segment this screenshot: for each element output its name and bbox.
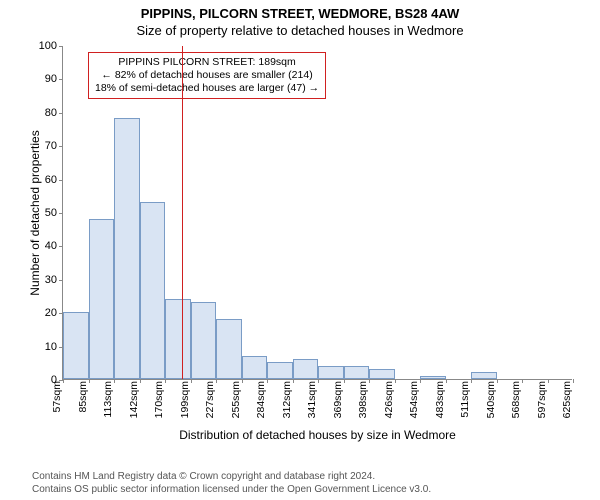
y-tick-label: 70 <box>33 140 57 152</box>
y-tick-label: 80 <box>33 107 57 119</box>
x-tick-label: 199sqm <box>179 381 191 418</box>
x-tick-mark <box>63 379 64 383</box>
x-axis-label: Distribution of detached houses by size … <box>179 428 456 442</box>
x-tick-label: 57sqm <box>51 381 63 413</box>
x-tick-label: 540sqm <box>485 381 497 418</box>
x-tick-label: 398sqm <box>357 381 369 418</box>
x-tick-mark <box>114 379 115 383</box>
y-tick-label: 50 <box>33 207 57 219</box>
x-tick-label: 454sqm <box>408 381 420 418</box>
x-tick-mark <box>573 379 574 383</box>
y-tick-mark <box>59 46 63 47</box>
callout-line-3: 18% of semi-detached houses are larger (… <box>95 82 319 95</box>
x-tick-mark <box>369 379 370 383</box>
reference-callout: PIPPINS PILCORN STREET: 189sqm ← 82% of … <box>88 52 326 99</box>
histogram-bar <box>420 376 446 379</box>
histogram-bar <box>114 118 140 379</box>
histogram-bar <box>191 302 217 379</box>
x-tick-mark <box>522 379 523 383</box>
x-tick-mark <box>165 379 166 383</box>
histogram-bar <box>63 312 89 379</box>
x-tick-label: 284sqm <box>255 381 267 418</box>
footer-line-2: Contains OS public sector information li… <box>32 484 592 497</box>
x-tick-label: 369sqm <box>332 381 344 418</box>
x-tick-label: 113sqm <box>102 381 114 418</box>
page-title-desc: Size of property relative to detached ho… <box>0 21 600 38</box>
y-tick-mark <box>59 146 63 147</box>
x-tick-label: 85sqm <box>77 381 89 413</box>
histogram-bar <box>318 366 344 379</box>
x-tick-label: 483sqm <box>434 381 446 418</box>
histogram-bar <box>140 202 166 379</box>
histogram-bar <box>471 372 497 379</box>
histogram-bar <box>165 299 191 379</box>
histogram-bar <box>216 319 242 379</box>
footer-attribution: Contains HM Land Registry data © Crown c… <box>32 471 592 496</box>
y-tick-mark <box>59 213 63 214</box>
y-tick-label: 100 <box>33 40 57 52</box>
x-tick-mark <box>420 379 421 383</box>
histogram-bar <box>242 356 268 379</box>
y-tick-label: 30 <box>33 274 57 286</box>
histogram-bar <box>293 359 319 379</box>
y-tick-mark <box>59 280 63 281</box>
histogram-bar <box>369 369 395 379</box>
y-tick-label: 60 <box>33 174 57 186</box>
reference-line <box>182 46 183 379</box>
x-tick-label: 426sqm <box>383 381 395 418</box>
footer-line-1: Contains HM Land Registry data © Crown c… <box>32 471 592 484</box>
x-tick-label: 312sqm <box>281 381 293 418</box>
x-tick-mark <box>216 379 217 383</box>
x-tick-mark <box>267 379 268 383</box>
y-tick-label: 40 <box>33 240 57 252</box>
y-tick-label: 10 <box>33 341 57 353</box>
x-tick-label: 511sqm <box>459 381 471 418</box>
x-tick-mark <box>471 379 472 383</box>
chart-container: Number of detached properties Distributi… <box>40 46 588 416</box>
x-tick-label: 568sqm <box>510 381 522 418</box>
y-tick-mark <box>59 246 63 247</box>
x-tick-label: 227sqm <box>204 381 216 418</box>
x-tick-mark <box>318 379 319 383</box>
page-title-address: PIPPINS, PILCORN STREET, WEDMORE, BS28 4… <box>0 0 600 21</box>
x-tick-label: 597sqm <box>536 381 548 418</box>
y-tick-mark <box>59 79 63 80</box>
y-tick-mark <box>59 180 63 181</box>
histogram-bar <box>89 219 115 379</box>
y-tick-label: 90 <box>33 73 57 85</box>
x-tick-label: 142sqm <box>128 381 140 418</box>
callout-line-2: ← 82% of detached houses are smaller (21… <box>95 69 319 82</box>
plot-area: Number of detached properties Distributi… <box>62 46 572 380</box>
y-tick-mark <box>59 113 63 114</box>
callout-line-1: PIPPINS PILCORN STREET: 189sqm <box>95 56 319 69</box>
x-tick-label: 625sqm <box>561 381 573 418</box>
x-tick-label: 170sqm <box>153 381 165 418</box>
x-tick-label: 341sqm <box>306 381 318 418</box>
x-tick-label: 255sqm <box>230 381 242 418</box>
histogram-bar <box>267 362 293 379</box>
y-tick-label: 20 <box>33 307 57 319</box>
histogram-bar <box>344 366 370 379</box>
